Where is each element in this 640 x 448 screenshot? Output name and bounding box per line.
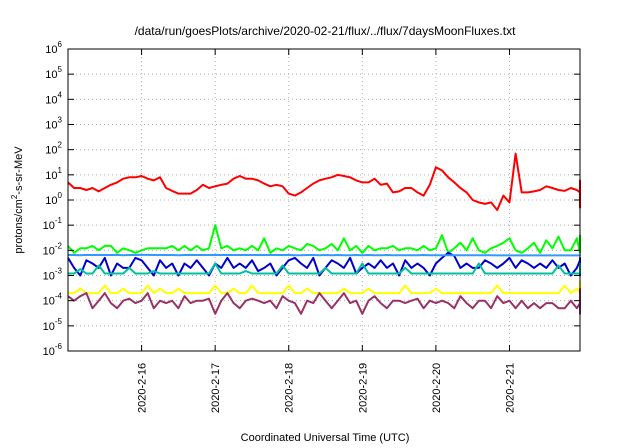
x-tick-label: 2020-2-16 — [137, 363, 149, 413]
x-axis-label: Coordinated Universal Time (UTC) — [241, 432, 410, 444]
series-group — [67, 152, 581, 315]
y-tick-label: 106 — [45, 40, 62, 56]
y-tick-label: 10-5 — [43, 317, 63, 333]
chart-title: /data/run/goesPlots/archive/2020-02-21/f… — [135, 24, 517, 38]
series-line-5 — [68, 280, 581, 295]
x-tick-label: 2020-2-17 — [210, 363, 222, 413]
y-tick-label: 10-4 — [43, 292, 63, 308]
y-tick-label: 102 — [45, 141, 62, 157]
series-line-1 — [67, 224, 581, 254]
y-tick-label: 104 — [45, 90, 62, 106]
y-tick-label: 10-1 — [43, 216, 63, 232]
y-tick-label: 10-2 — [43, 241, 63, 257]
y-tick-label: 10-6 — [43, 342, 63, 358]
x-tick-label: 2020-2-19 — [357, 363, 369, 413]
y-axis-label: protons/cm2-s-sr-MeV — [10, 146, 25, 254]
x-tick-label: 2020-2-18 — [284, 363, 296, 413]
y-ticks: 10-6 10-5 10-4 10-3 10-2 10-1 100 101 102 103 104 1… — [43, 40, 580, 358]
series-line-0 — [67, 152, 581, 211]
grid — [68, 49, 580, 351]
x-tick-label: 2020-2-21 — [504, 363, 516, 413]
y-tick-label: 103 — [45, 116, 62, 132]
y-tick-label: 101 — [45, 166, 62, 182]
series-line-4 — [68, 262, 581, 275]
y-tick-label: 100 — [45, 191, 62, 207]
x-tick-label: 2020-2-20 — [431, 363, 443, 413]
y-tick-label: 10-3 — [43, 267, 63, 283]
y-tick-label: 105 — [45, 65, 62, 81]
x-ticks: 2020-2-16 2020-2-17 2020-2-18 2020-2-19 2020… — [137, 49, 516, 413]
series-line-3 — [68, 253, 581, 257]
